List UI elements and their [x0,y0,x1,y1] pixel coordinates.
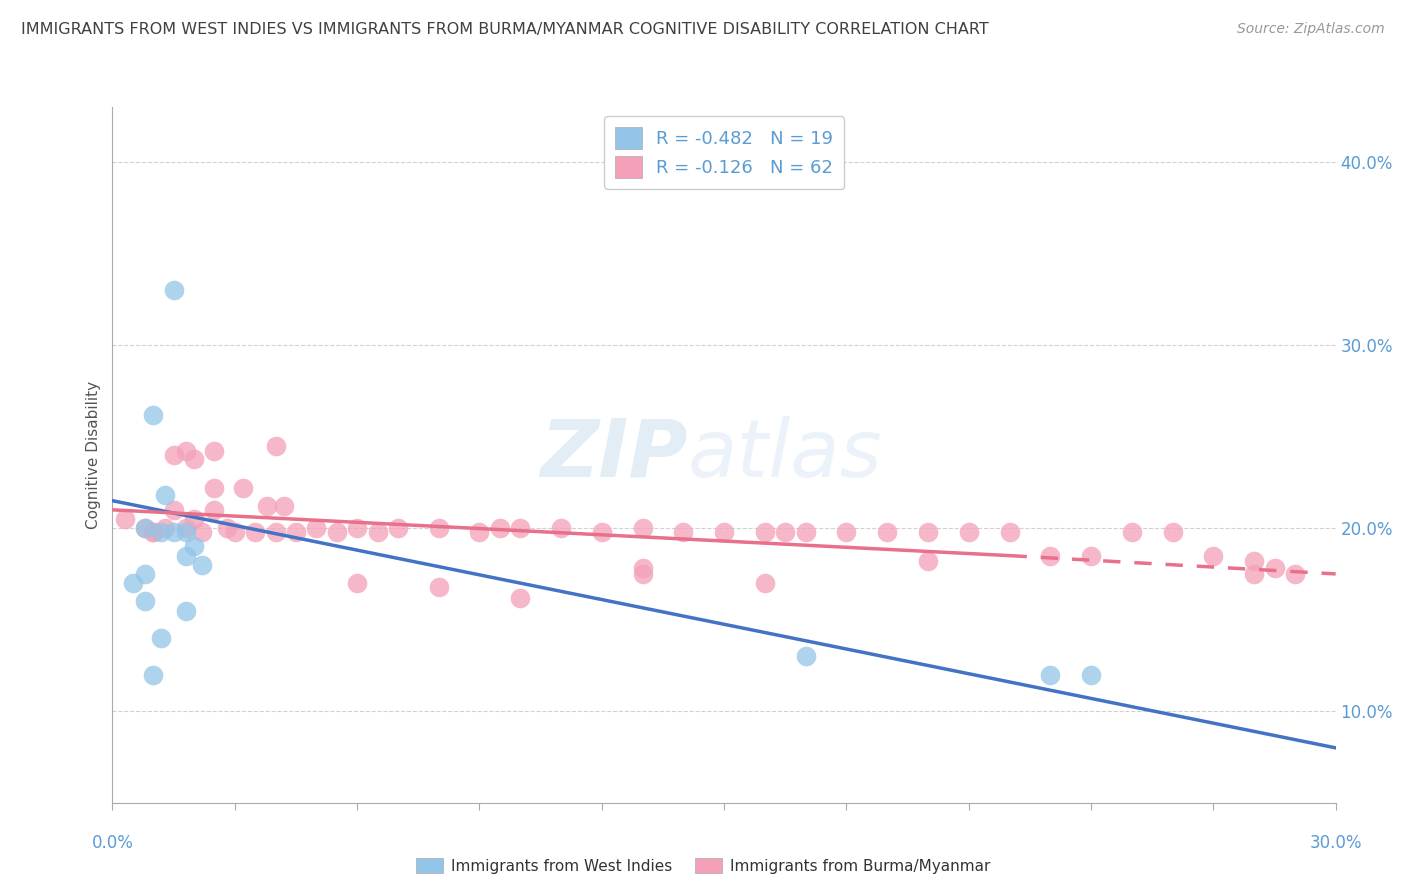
Point [264,524,287,539]
Point [550,521,572,535]
Point [835,524,858,539]
Point [204,481,226,495]
Point [1039,667,1062,681]
Point [876,524,898,539]
Point [1121,524,1143,539]
Point [155,488,177,502]
Point [1161,524,1184,539]
Point [150,524,173,539]
Point [245,524,267,539]
Point [305,521,328,535]
Point [183,540,205,554]
Point [754,524,776,539]
Point [366,524,388,539]
Point [794,524,817,539]
Point [1202,549,1225,563]
Point [1080,549,1102,563]
Point [224,524,246,539]
Point [174,524,197,539]
Point [174,444,197,458]
Point [183,451,205,466]
Point [204,503,226,517]
Point [191,558,214,572]
Point [468,524,491,539]
Point [204,444,226,458]
Point [232,481,254,495]
Text: 0.0%: 0.0% [91,834,134,852]
Point [191,524,214,539]
Point [917,524,939,539]
Point [957,524,980,539]
Point [134,521,156,535]
Point [387,521,409,535]
Point [163,524,186,539]
Legend: Immigrants from West Indies, Immigrants from Burma/Myanmar: Immigrants from West Indies, Immigrants … [409,852,997,880]
Point [174,521,197,535]
Point [256,499,278,513]
Point [215,521,238,535]
Point [183,512,205,526]
Point [794,649,817,664]
Point [163,283,186,297]
Point [1080,667,1102,681]
Point [142,524,165,539]
Point [775,524,797,539]
Point [1243,554,1265,568]
Point [134,521,156,535]
Point [713,524,735,539]
Text: IMMIGRANTS FROM WEST INDIES VS IMMIGRANTS FROM BURMA/MYANMAR COGNITIVE DISABILIT: IMMIGRANTS FROM WEST INDIES VS IMMIGRANT… [21,22,988,37]
Point [326,524,349,539]
Point [998,524,1021,539]
Point [631,521,654,535]
Point [134,566,156,581]
Point [1243,566,1265,581]
Point [427,580,450,594]
Point [591,524,613,539]
Point [489,521,512,535]
Point [1039,549,1062,563]
Point [509,521,531,535]
Point [174,603,197,617]
Point [163,448,186,462]
Point [163,503,186,517]
Point [427,521,450,535]
Point [150,631,173,645]
Point [917,554,939,568]
Point [134,594,156,608]
Point [631,566,654,581]
Point [114,512,136,526]
Point [1264,561,1286,575]
Text: Source: ZipAtlas.com: Source: ZipAtlas.com [1237,22,1385,37]
Point [284,524,308,539]
Point [122,576,145,591]
Point [631,561,654,575]
Legend: R = -0.482   N = 19, R = -0.126   N = 62: R = -0.482 N = 19, R = -0.126 N = 62 [605,116,844,189]
Point [346,576,368,591]
Point [273,499,295,513]
Point [155,521,177,535]
Y-axis label: Cognitive Disability: Cognitive Disability [86,381,101,529]
Point [346,521,368,535]
Point [754,576,776,591]
Text: ZIP: ZIP [540,416,688,494]
Point [174,549,197,563]
Point [142,408,165,422]
Text: 30.0%: 30.0% [1309,834,1362,852]
Point [509,591,531,605]
Point [672,524,695,539]
Point [142,524,165,539]
Point [1284,566,1306,581]
Text: atlas: atlas [688,416,882,494]
Point [142,667,165,681]
Point [264,439,287,453]
